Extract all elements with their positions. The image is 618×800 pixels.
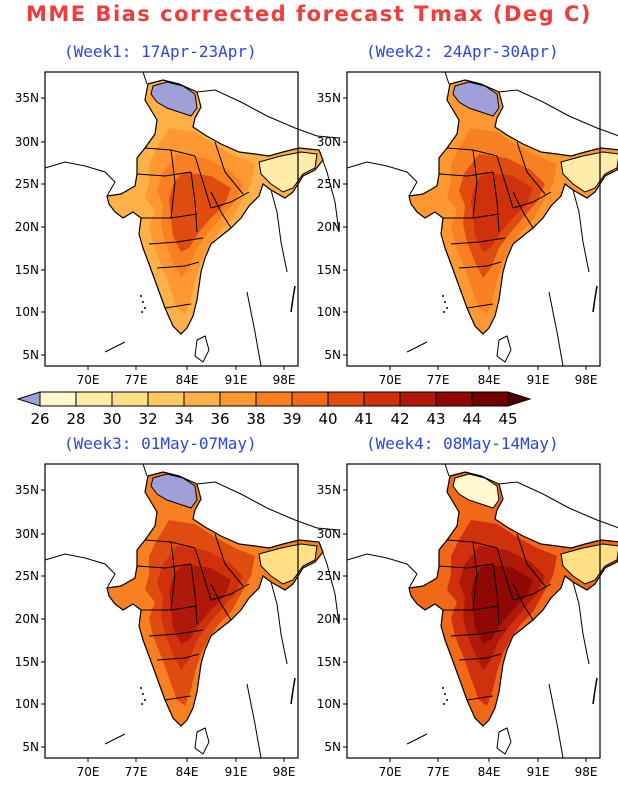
lon-tick-label: 91E — [527, 765, 550, 779]
colorbar-bin — [183, 391, 221, 407]
lat-tick-label: 30N — [15, 527, 39, 541]
colorbar-label: 44 — [462, 410, 481, 428]
lat-tick-label: 20N — [15, 220, 39, 234]
colorbar-bin — [363, 391, 401, 407]
lat-tick-label: 10N — [317, 697, 341, 711]
colorbar-label: 30 — [102, 410, 121, 428]
colorbar-bin — [435, 391, 473, 407]
colorbar: 26 28 30 32 34 36 38 39 40 41 42 43 44 45 — [16, 391, 532, 428]
lat-tick-label: 20N — [15, 612, 39, 626]
lat-tick-label: 10N — [15, 697, 39, 711]
colorbar-high-arrow — [507, 391, 532, 407]
lat-tick-label: 30N — [317, 135, 341, 149]
lat-tick-label: 25N — [15, 177, 39, 191]
lon-tick-label: 91E — [527, 373, 550, 387]
colorbar-label: 40 — [318, 410, 337, 428]
lon-tick-label: 77E — [427, 373, 450, 387]
lat-tick-label: 35N — [15, 91, 39, 105]
colorbar-label: 38 — [246, 410, 265, 428]
map-panel-week3: 35N 30N 25N 20N 15N 10N 5N 70E 77E 84E 91E 98E — [0, 463, 340, 788]
lon-tick-label: 77E — [427, 765, 450, 779]
map-panel-week2: 35N 30N 25N 20N 15N 10N 5N 70E 77E 84E 91E 98E — [302, 71, 618, 396]
lon-tick-label: 98E — [575, 765, 598, 779]
lat-tick-label: 5N — [22, 348, 39, 362]
lat-tick-label: 5N — [324, 740, 341, 754]
lon-tick-label: 84E — [176, 373, 199, 387]
panel-title-week1: (Week1: 17Apr-23Apr) — [64, 42, 257, 61]
colorbar-label: 45 — [498, 410, 517, 428]
colorbar-bin — [471, 391, 509, 407]
lat-tick-label: 25N — [15, 569, 39, 583]
panel-title-week2: (Week2: 24Apr-30Apr) — [366, 42, 559, 61]
colorbar-bin — [327, 391, 365, 407]
colorbar-bin — [219, 391, 257, 407]
panel-title-week3: (Week3: 01May-07May) — [64, 434, 257, 453]
colorbar-bin — [255, 391, 293, 407]
colorbar-label: 43 — [426, 410, 445, 428]
colorbar-label: 34 — [174, 410, 193, 428]
lat-tick-label: 25N — [317, 569, 341, 583]
temperature-shading — [106, 79, 324, 363]
lon-tick-label: 91E — [225, 765, 248, 779]
lat-tick-label: 5N — [22, 740, 39, 754]
lat-tick-label: 10N — [317, 305, 341, 319]
lat-tick-label: 15N — [15, 263, 39, 277]
colorbar-bin — [111, 391, 149, 407]
lat-tick-label: 20N — [317, 612, 341, 626]
main-title: MME Bias corrected forecast Tmax (Deg C) — [25, 2, 593, 26]
lat-tick-label: 30N — [15, 135, 39, 149]
colorbar-label: 39 — [282, 410, 301, 428]
colorbar-label: 28 — [66, 410, 85, 428]
colorbar-label: 41 — [354, 410, 373, 428]
lat-tick-label: 15N — [317, 655, 341, 669]
lon-tick-label: 70E — [77, 765, 100, 779]
colorbar-label: 26 — [30, 410, 49, 428]
lon-tick-label: 70E — [379, 373, 402, 387]
lon-tick-label: 98E — [273, 373, 296, 387]
temperature-shading — [408, 79, 618, 363]
lat-tick-label: 30N — [317, 527, 341, 541]
colorbar-label: 42 — [390, 410, 409, 428]
temperature-shading — [106, 471, 324, 755]
lon-tick-label: 84E — [478, 373, 501, 387]
colorbar-low-arrow — [16, 391, 41, 407]
lon-tick-label: 70E — [77, 373, 100, 387]
lat-tick-label: 35N — [317, 91, 341, 105]
colorbar-bin — [147, 391, 185, 407]
temperature-shading — [408, 471, 618, 755]
lon-tick-label: 77E — [125, 765, 148, 779]
map-panel-week1: 35N 30N 25N 20N 15N 10N 5N 70E 77E 84E 91E 98E — [0, 71, 340, 396]
map-panel-week4: 35N 30N 25N 20N 15N 10N 5N 70E 77E 84E 91E 98E — [302, 463, 618, 788]
lat-tick-label: 35N — [15, 483, 39, 497]
lon-tick-label: 98E — [575, 373, 598, 387]
colorbar-bin — [399, 391, 437, 407]
lat-tick-label: 15N — [317, 263, 341, 277]
panel-title-week4: (Week4: 08May-14May) — [366, 434, 559, 453]
lat-tick-label: 15N — [15, 655, 39, 669]
lat-tick-label: 35N — [317, 483, 341, 497]
colorbar-label: 36 — [210, 410, 229, 428]
colorbar-bin — [291, 391, 329, 407]
lat-tick-label: 10N — [15, 305, 39, 319]
colorbar-label: 32 — [138, 410, 157, 428]
lon-tick-label: 98E — [273, 765, 296, 779]
lon-tick-label: 91E — [225, 373, 248, 387]
colorbar-bin — [75, 391, 113, 407]
lat-tick-label: 5N — [324, 348, 341, 362]
lat-tick-label: 25N — [317, 177, 341, 191]
lat-tick-label: 20N — [317, 220, 341, 234]
lon-tick-label: 84E — [176, 765, 199, 779]
colorbar-bin — [39, 391, 77, 407]
lon-tick-label: 70E — [379, 765, 402, 779]
lon-tick-label: 77E — [125, 373, 148, 387]
lon-tick-label: 84E — [478, 765, 501, 779]
